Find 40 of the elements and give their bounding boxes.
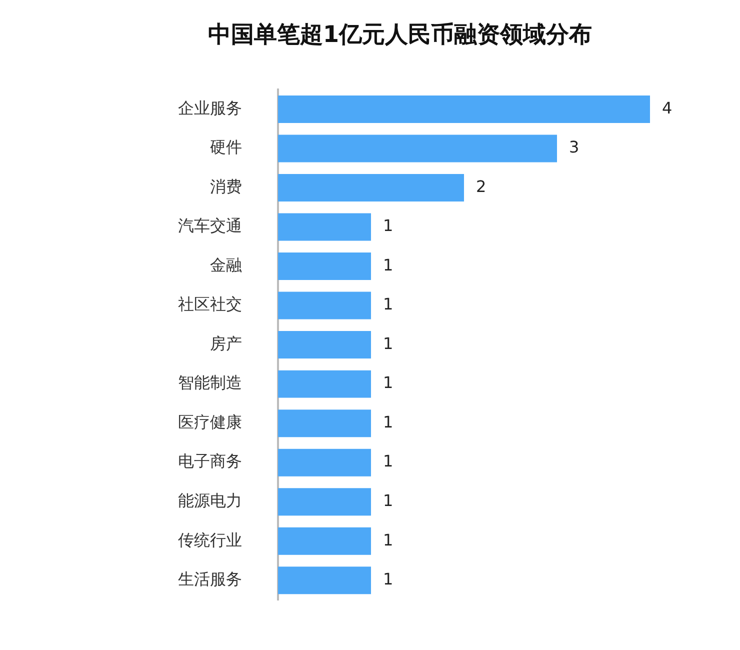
bar: [278, 527, 371, 555]
data-label: 1: [383, 216, 394, 236]
y-tick-label: 生活服务: [178, 570, 242, 589]
data-label: 1: [383, 255, 394, 274]
y-tick-label: 金融: [210, 255, 242, 274]
bar: [278, 488, 371, 516]
data-label: 1: [383, 373, 394, 392]
bar: [278, 292, 371, 320]
y-tick-label: 医疗健康: [178, 412, 242, 432]
y-tick-label: 企业服务: [178, 98, 242, 118]
bar: [278, 370, 371, 398]
y-tick-label: 消费: [210, 176, 242, 196]
bar: [278, 134, 557, 162]
y-tick-label: 社区社交: [178, 294, 242, 314]
y-tick-label: 电子商务: [178, 452, 242, 471]
y-tick-label: 房产: [210, 334, 242, 353]
bar: [278, 213, 371, 241]
bar: [278, 95, 650, 123]
data-label: 1: [383, 530, 394, 550]
data-label: 1: [383, 491, 394, 510]
bar: [278, 566, 371, 594]
bar: [278, 448, 371, 476]
data-label: 1: [383, 570, 394, 589]
y-tick-label: 传统行业: [178, 530, 242, 550]
data-label: 1: [383, 294, 394, 314]
y-tick-label: 硬件: [210, 138, 242, 157]
data-label: 3: [569, 138, 580, 157]
chart-title: 中国单笔超1亿元人民币融资领域分布: [208, 22, 592, 48]
y-tick-label: 能源电力: [178, 491, 242, 510]
bar: [278, 331, 371, 359]
data-label: 1: [383, 412, 394, 432]
data-label: 2: [476, 176, 486, 196]
bar: [278, 252, 371, 280]
y-tick-label: 智能制造: [178, 373, 242, 392]
bar: [278, 410, 371, 438]
bar: [278, 174, 464, 202]
data-label: 1: [383, 334, 394, 353]
y-tick-label: 汽车交通: [178, 216, 242, 236]
data-label: 1: [383, 452, 394, 471]
data-label: 4: [662, 98, 672, 118]
